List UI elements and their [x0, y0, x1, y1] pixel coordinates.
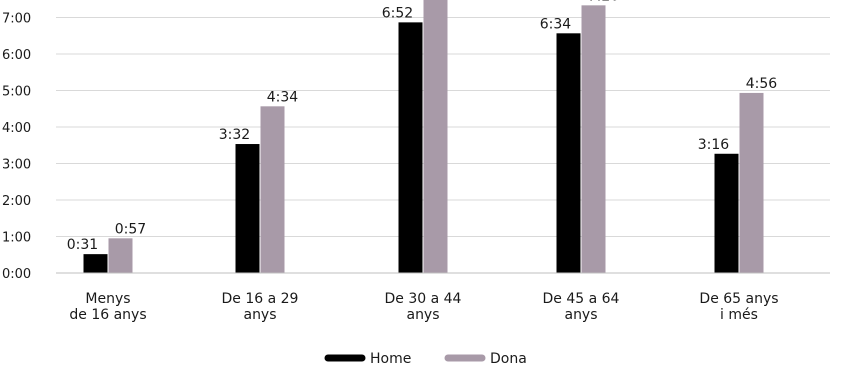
category-label: anys — [564, 307, 597, 323]
data-label-home-2: 6:52 — [382, 5, 413, 21]
data-label-dona-0: 0:57 — [115, 221, 146, 237]
category-label: Menys — [85, 291, 130, 307]
bar-home-4 — [714, 153, 739, 273]
y-tick-label: 4:00 — [2, 121, 31, 136]
category-label: De 16 a 29 — [222, 291, 299, 307]
category-label: De 45 a 64 — [543, 291, 620, 307]
category-label: de 16 anys — [69, 307, 146, 323]
bar-dona-1 — [260, 106, 285, 273]
category-label: anys — [243, 307, 276, 323]
bar-dona-3 — [581, 5, 606, 273]
y-tick-label: 5:00 — [2, 85, 31, 100]
bar-home-2 — [398, 22, 423, 274]
y-tick-label: 3:00 — [2, 158, 31, 173]
data-label-home-4: 3:16 — [698, 137, 730, 153]
data-labels: 0:313:326:526:343:160:574:347:417:204:56 — [67, 0, 778, 253]
bar-home-0 — [83, 254, 108, 273]
y-tick-label: 6:00 — [2, 48, 31, 63]
bar-dona-4 — [739, 92, 764, 274]
bar-dona-2 — [423, 0, 448, 274]
bar-dona-0 — [108, 238, 133, 273]
bar-home-1 — [235, 144, 260, 273]
y-axis: 0:001:002:003:004:005:006:007:008:00 — [2, 12, 31, 283]
bar-home-3 — [556, 33, 581, 274]
legend: Home Dona — [324, 351, 527, 367]
category-label: De 65 anys — [699, 291, 778, 307]
y-tick-label: 2:00 — [2, 194, 31, 209]
data-label-dona-1: 4:34 — [267, 89, 299, 105]
legend-label-dona: Dona — [490, 351, 527, 367]
data-label-dona-3: 7:20 — [588, 0, 619, 4]
y-tick-label: 0:00 — [2, 267, 31, 282]
data-label-home-1: 3:32 — [219, 127, 250, 143]
y-tick-label: 1:00 — [2, 231, 31, 246]
y-tick-label: 7:00 — [2, 12, 31, 27]
data-label-home-0: 0:31 — [67, 237, 98, 253]
data-label-dona-4: 4:56 — [746, 76, 778, 92]
category-label: anys — [406, 307, 439, 323]
category-label: i més — [720, 307, 758, 323]
bars — [83, 0, 764, 274]
legend-label-home: Home — [370, 351, 411, 367]
data-label-home-3: 6:34 — [540, 16, 572, 32]
category-label: De 30 a 44 — [385, 291, 462, 307]
